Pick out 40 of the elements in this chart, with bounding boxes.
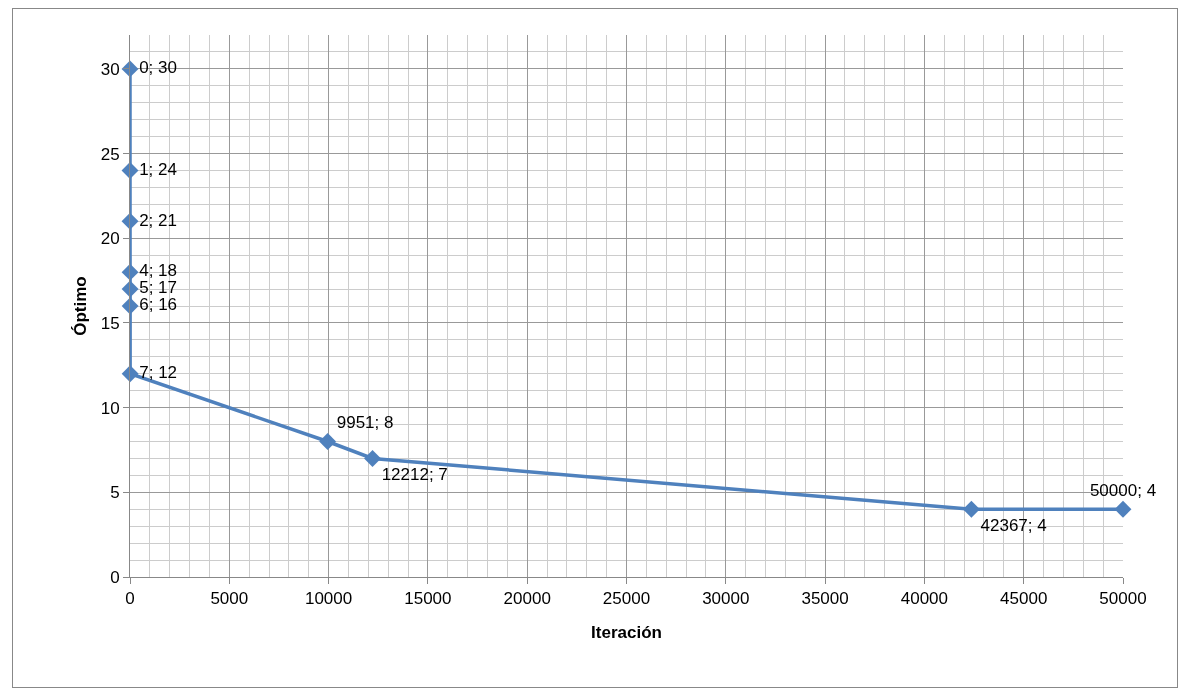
point (121, 263, 139, 281)
data-label: 12212; 7 (381, 465, 448, 485)
y-tick-label: 30 (100, 59, 120, 79)
data-label: 0; 30 (139, 58, 177, 78)
y-tick-label: 15 (100, 313, 120, 333)
x-tick-label: 30000 (702, 589, 750, 609)
data-label: 4; 18 (139, 261, 178, 281)
y-tick-label: 0 (110, 567, 120, 587)
x-tick-label: 0 (125, 589, 135, 609)
x-axis-title: Iteración (591, 623, 662, 642)
data-label: 1; 24 (139, 159, 177, 179)
data-label: 6; 16 (139, 295, 178, 315)
data-label: 7; 12 (139, 363, 178, 382)
y-tick-label: 5 (110, 483, 120, 503)
y-axis-title: Óptimo (71, 276, 90, 336)
x-tick-label: 15000 (404, 589, 452, 609)
x-tick-label: 45000 (1000, 589, 1048, 609)
x-tick-label: 20000 (503, 589, 551, 609)
y-tick-label: 25 (100, 144, 120, 164)
y-tick-label: 10 (100, 398, 120, 418)
point (121, 212, 139, 230)
point (121, 280, 139, 298)
point (319, 433, 337, 450)
point (121, 365, 139, 383)
data-label: 50000; 4 (1089, 480, 1157, 500)
x-tick-label: 5000 (210, 589, 249, 609)
x-tick-label: 10000 (304, 589, 353, 609)
point (962, 500, 980, 518)
point (121, 297, 139, 315)
data-label: 42367; 4 (980, 516, 1047, 536)
point (364, 449, 381, 467)
data-label: 2; 21 (139, 210, 177, 230)
x-tick-label: 50000 (1099, 589, 1147, 609)
data-label: 5; 17 (139, 278, 178, 298)
x-tick-label: 25000 (602, 589, 651, 609)
y-tick-label: 20 (100, 229, 120, 249)
data-label: 9951; 8 (336, 413, 394, 433)
x-tick-label: 40000 (900, 589, 949, 609)
x-tick-label: 35000 (801, 589, 849, 609)
point (1114, 500, 1132, 518)
